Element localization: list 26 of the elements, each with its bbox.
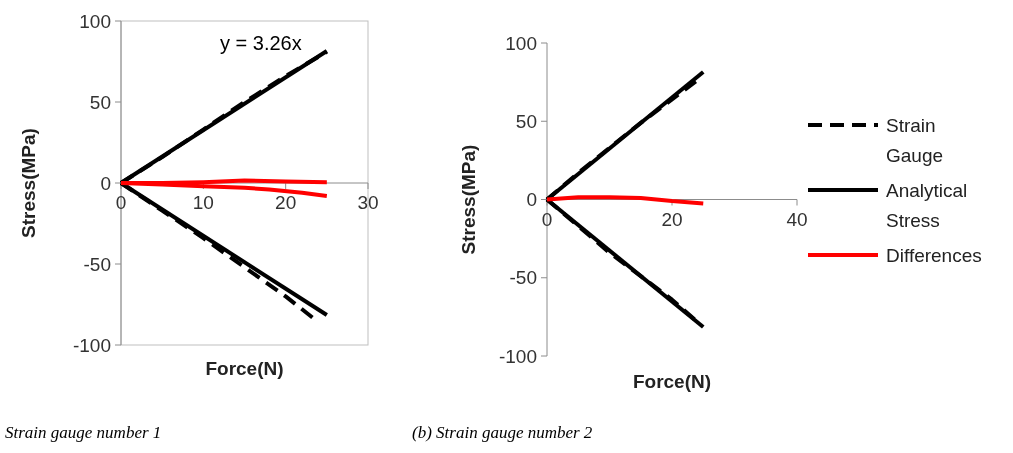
y-tick-label: -50 [83, 253, 111, 275]
x-tick-label: 0 [115, 192, 127, 213]
legend-label: Differences [886, 244, 982, 266]
x-tick-label: 10 [192, 192, 214, 213]
y-axis-title: Stress(MPa) [457, 144, 479, 255]
annotation: y = 3.26x [220, 32, 302, 54]
y-tick-label: 100 [79, 10, 111, 32]
x-tick-label: 30 [357, 192, 379, 213]
legend-label: Analytical Stress [886, 179, 968, 231]
y-tick-label: 0 [100, 172, 111, 194]
x-tick-label: 40 [786, 208, 808, 230]
y-tick-label: -100 [498, 345, 537, 367]
y-tick-label: -100 [72, 334, 111, 356]
legend-label: Strain Gauge [886, 114, 944, 166]
text: (b) Strain gauge number 2 [412, 423, 593, 442]
x-axis-title: Force(N) [205, 357, 284, 379]
x-tick-label: 0 [541, 208, 553, 230]
x-tick-label: 20 [275, 192, 297, 213]
x-axis-title: Force(N) [632, 370, 712, 392]
x-tick-label: 20 [661, 208, 683, 230]
y-tick-label: -50 [509, 267, 537, 289]
y-tick-label: 50 [89, 91, 111, 113]
y-tick-label: 50 [515, 110, 537, 132]
text: Strain gauge number 1 [5, 423, 162, 442]
y-axis-title: Stress(MPa) [17, 128, 39, 238]
y-tick-label: 100 [505, 32, 537, 54]
